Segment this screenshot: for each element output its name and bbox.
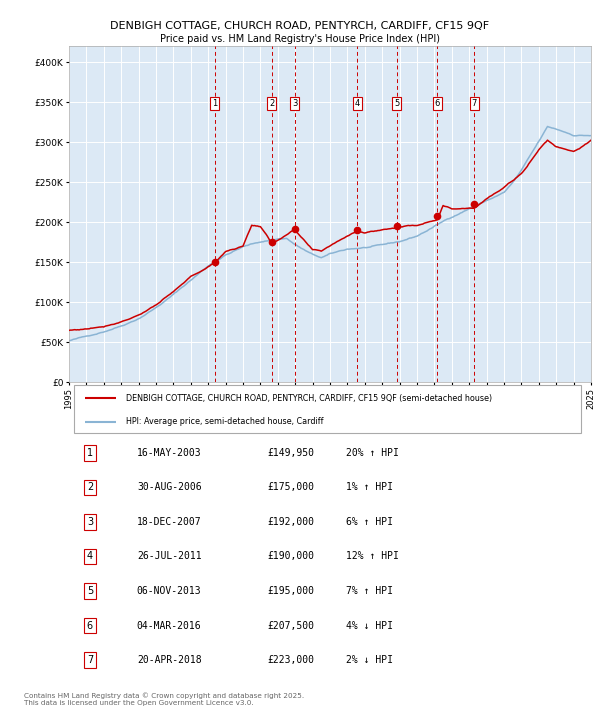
Text: 20-APR-2018: 20-APR-2018 <box>137 655 202 665</box>
Text: 7: 7 <box>472 99 477 108</box>
Text: 20% ↑ HPI: 20% ↑ HPI <box>346 448 398 458</box>
Text: DENBIGH COTTAGE, CHURCH ROAD, PENTYRCH, CARDIFF, CF15 9QF: DENBIGH COTTAGE, CHURCH ROAD, PENTYRCH, … <box>110 21 490 31</box>
Text: 3: 3 <box>292 99 297 108</box>
Text: 1% ↑ HPI: 1% ↑ HPI <box>346 482 392 492</box>
Text: 2: 2 <box>269 99 275 108</box>
Text: 16-MAY-2003: 16-MAY-2003 <box>137 448 202 458</box>
Text: 6: 6 <box>434 99 440 108</box>
Text: 04-MAR-2016: 04-MAR-2016 <box>137 621 202 630</box>
Text: 6% ↑ HPI: 6% ↑ HPI <box>346 517 392 527</box>
Text: £149,950: £149,950 <box>268 448 314 458</box>
Text: 5: 5 <box>87 586 93 596</box>
Text: £175,000: £175,000 <box>268 482 314 492</box>
Text: 18-DEC-2007: 18-DEC-2007 <box>137 517 202 527</box>
Text: 4% ↓ HPI: 4% ↓ HPI <box>346 621 392 630</box>
Text: 7% ↑ HPI: 7% ↑ HPI <box>346 586 392 596</box>
Text: 06-NOV-2013: 06-NOV-2013 <box>137 586 202 596</box>
Text: £207,500: £207,500 <box>268 621 314 630</box>
Text: £190,000: £190,000 <box>268 552 314 562</box>
Text: 7: 7 <box>87 655 93 665</box>
Text: £223,000: £223,000 <box>268 655 314 665</box>
Text: £195,000: £195,000 <box>268 586 314 596</box>
Text: £192,000: £192,000 <box>268 517 314 527</box>
FancyBboxPatch shape <box>74 385 581 433</box>
Text: 4: 4 <box>87 552 93 562</box>
Text: 5: 5 <box>394 99 400 108</box>
Text: 2% ↓ HPI: 2% ↓ HPI <box>346 655 392 665</box>
Text: 2: 2 <box>87 482 93 492</box>
Text: 26-JUL-2011: 26-JUL-2011 <box>137 552 202 562</box>
Text: 4: 4 <box>355 99 360 108</box>
Text: 1: 1 <box>212 99 217 108</box>
Text: 3: 3 <box>87 517 93 527</box>
Text: 1: 1 <box>87 448 93 458</box>
Text: 12% ↑ HPI: 12% ↑ HPI <box>346 552 398 562</box>
Text: Contains HM Land Registry data © Crown copyright and database right 2025.
This d: Contains HM Land Registry data © Crown c… <box>24 693 304 706</box>
Text: DENBIGH COTTAGE, CHURCH ROAD, PENTYRCH, CARDIFF, CF15 9QF (semi-detached house): DENBIGH COTTAGE, CHURCH ROAD, PENTYRCH, … <box>127 394 493 403</box>
Text: 30-AUG-2006: 30-AUG-2006 <box>137 482 202 492</box>
Text: HPI: Average price, semi-detached house, Cardiff: HPI: Average price, semi-detached house,… <box>127 417 324 426</box>
Text: Price paid vs. HM Land Registry's House Price Index (HPI): Price paid vs. HM Land Registry's House … <box>160 34 440 44</box>
Text: 6: 6 <box>87 621 93 630</box>
